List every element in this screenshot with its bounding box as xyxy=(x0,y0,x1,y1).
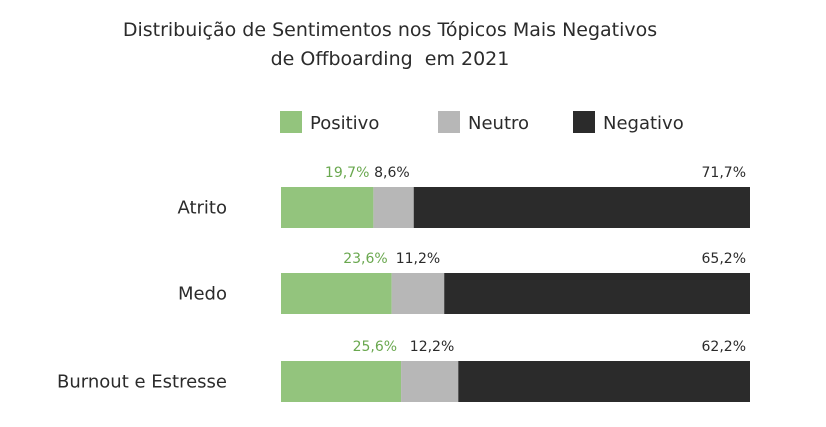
bar-segment-positivo xyxy=(281,273,392,314)
chart-title: Distribuição de Sentimentos nos Tópicos … xyxy=(0,16,780,74)
legend-label-negativo: Negativo xyxy=(603,113,684,134)
value-label-negativo: 62,2% xyxy=(702,339,746,355)
value-label-neutro: 12,2% xyxy=(410,339,454,355)
bar-segment-negativo xyxy=(444,273,750,314)
value-label-positivo: 23,6% xyxy=(343,251,387,267)
chart-title-line-2: de Offboarding em 2021 xyxy=(270,48,510,70)
chart-title-line-1: Distribuição de Sentimentos nos Tópicos … xyxy=(122,19,658,41)
value-label-positivo: 25,6% xyxy=(353,339,397,355)
value-label-neutro: 8,6% xyxy=(374,165,410,181)
value-label-neutro: 11,2% xyxy=(396,251,440,267)
bar-segment-positivo xyxy=(281,361,402,402)
legend-label-neutro: Neutro xyxy=(468,113,529,134)
value-label-negativo: 71,7% xyxy=(702,165,746,181)
bar-segment-negativo xyxy=(458,361,750,402)
category-label: Burnout e Estresse xyxy=(57,372,227,393)
bar-segment-neutro xyxy=(401,361,459,402)
bar-segment-positivo xyxy=(281,187,374,228)
value-label-positivo: 19,7% xyxy=(325,165,369,181)
bar-segment-neutro xyxy=(391,273,445,314)
bar-segment-negativo xyxy=(413,187,750,228)
category-label: Atrito xyxy=(177,198,227,219)
legend-swatch-negativo xyxy=(573,111,595,133)
bar-segment-neutro xyxy=(373,187,414,228)
category-label: Medo xyxy=(178,284,227,305)
legend-swatch-positivo xyxy=(280,111,302,133)
value-label-negativo: 65,2% xyxy=(702,251,746,267)
legend-swatch-neutro xyxy=(438,111,460,133)
legend-label-positivo: Positivo xyxy=(310,113,379,134)
